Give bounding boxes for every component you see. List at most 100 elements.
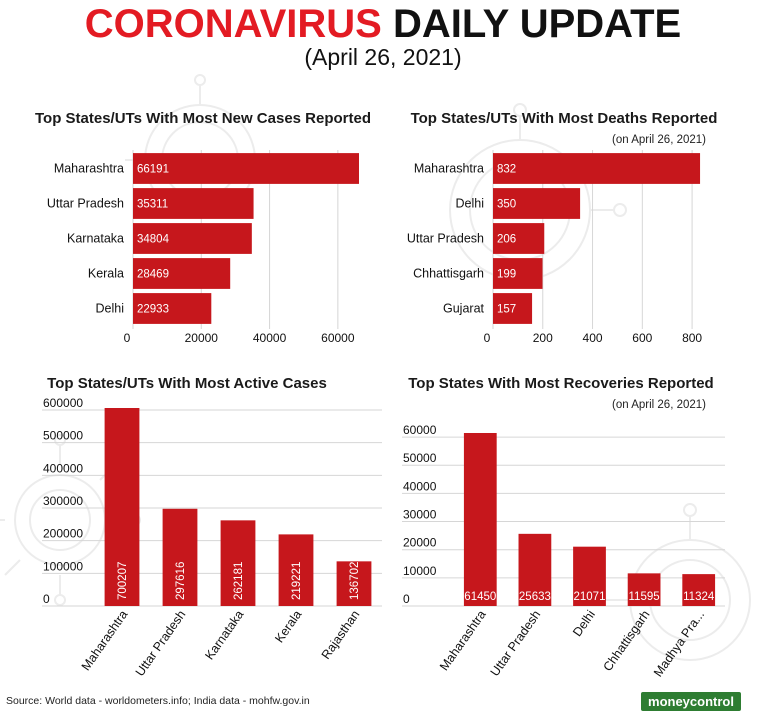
axis-tick-label: 20000 [403,536,437,550]
bar [493,223,545,254]
bar-value-label: 22933 [137,304,169,316]
bar-value-label: 206 [497,234,516,246]
bar [133,223,252,254]
bar-value-label: 136702 [349,562,361,600]
axis-tick-label: 10000 [403,564,437,578]
axis-tick-label: 40000 [253,331,287,345]
bar-value-label: 25633 [519,591,551,603]
axis-tick-label: 0 [43,592,50,606]
bar-value-label: 832 [497,164,516,176]
bar [518,533,552,606]
axis-tick-label: 400000 [43,461,83,475]
bar [336,561,372,606]
axis-tick-label: 40000 [403,479,437,493]
axis-tick-label: 60000 [321,331,355,345]
axis-tick-label: 0 [403,592,410,606]
axis-tick-label: 60000 [403,423,437,437]
axis-tick-label: 30000 [403,508,437,522]
chart-title: Top States/UTs With Most Active Cases [47,375,327,392]
category-label: Karnataka [67,232,124,246]
page-title: CORONAVIRUS DAILY UPDATE [0,2,766,47]
category-label: Chhattisgarh [600,608,652,674]
title-red-part: CORONAVIRUS [84,2,382,46]
axis-tick-label: 400 [583,331,603,345]
bar-value-label: 350 [497,199,516,211]
category-label: Chhattisgarh [413,267,484,281]
bar-value-label: 700207 [117,562,129,600]
bar [162,508,198,606]
axis-tick-label: 20000 [185,331,219,345]
page-date: (April 26, 2021) [304,44,462,70]
bar [133,153,359,184]
category-label: Delhi [570,608,598,639]
category-label: Maharashtra [79,608,131,674]
axis-tick-label: 200000 [43,527,83,541]
bar-value-label: 262181 [233,562,245,600]
axis-tick-label: 200 [533,331,553,345]
chart-title: Top States With Most Recoveries Reported [408,375,713,392]
axis-tick-label: 100000 [43,559,83,573]
chart-title: Top States/UTs With Most Deaths Reported [411,110,718,127]
category-label: Maharashtra [54,162,124,176]
category-label: Madhya Pra... [651,608,707,680]
bar [682,574,716,606]
axis-tick-label: 0 [124,331,131,345]
axis-tick-label: 300000 [43,494,83,508]
bar [133,258,231,289]
bar-value-label: 157 [497,304,516,316]
bar [493,153,701,184]
axis-tick-label: 800 [682,331,702,345]
bar [573,546,606,606]
category-label: Gujarat [443,302,485,316]
bar-value-label: 219221 [291,562,303,600]
chart-recoveries: Top States With Most Recoveries Reported… [402,375,725,679]
category-label: Rajasthan [319,608,363,662]
bar-value-label: 34804 [137,234,170,246]
title-dark-part: DAILY UPDATE [392,2,682,46]
category-label: Uttar Pradesh [407,232,484,246]
bar-value-label: 11324 [683,591,715,603]
axis-tick-label: 600000 [43,396,83,410]
chart-note: (on April 26, 2021) [612,399,706,411]
category-label: Uttar Pradesh [47,197,124,211]
bar [493,293,533,324]
category-label: Karnataka [202,608,246,663]
source-note: Source: World data - worldometers.info; … [6,695,310,707]
category-label: Kerala [88,267,124,281]
chart-active-cases: Top States/UTs With Most Active Cases 0 1… [42,375,382,679]
category-label: Kerala [272,608,304,646]
logo-text: moneycontrol [648,694,734,709]
bar-value-label: 61450 [464,591,496,603]
bar-value-label: 11595 [629,591,660,603]
bar-value-label: 28469 [137,269,169,281]
category-label: Uttar Pradesh [133,608,189,679]
bar [133,293,212,324]
axis-tick-label: 600 [632,331,652,345]
bar-value-label: 21071 [574,591,606,603]
category-label: Delhi [456,197,485,211]
category-label: Maharashtra [437,608,489,674]
axis-tick-label: 50000 [403,451,437,465]
bar-value-label: 66191 [137,164,169,176]
bar [463,432,497,606]
bar [493,258,543,289]
axis-tick-label: 0 [484,331,491,345]
bar [220,520,256,606]
chart-note: (on April 26, 2021) [612,134,706,146]
moneycontrol-logo: moneycontrol [641,692,741,711]
bar [104,408,140,606]
chart-title: Top States/UTs With Most New Cases Repor… [35,110,371,127]
chart-new-cases: Top States/UTs With Most New Cases Repor… [35,110,371,345]
chart-deaths: Top States/UTs With Most Deaths Reported… [407,110,718,345]
category-label: Uttar Pradesh [488,608,544,679]
axis-tick-label: 500000 [43,429,83,443]
bar-value-label: 35311 [137,199,168,211]
bar [133,188,254,219]
category-label: Delhi [96,302,125,316]
bar [493,188,581,219]
bar [278,534,314,606]
category-label: Maharashtra [414,162,484,176]
bar-value-label: 297616 [175,562,187,600]
bar [627,573,661,606]
